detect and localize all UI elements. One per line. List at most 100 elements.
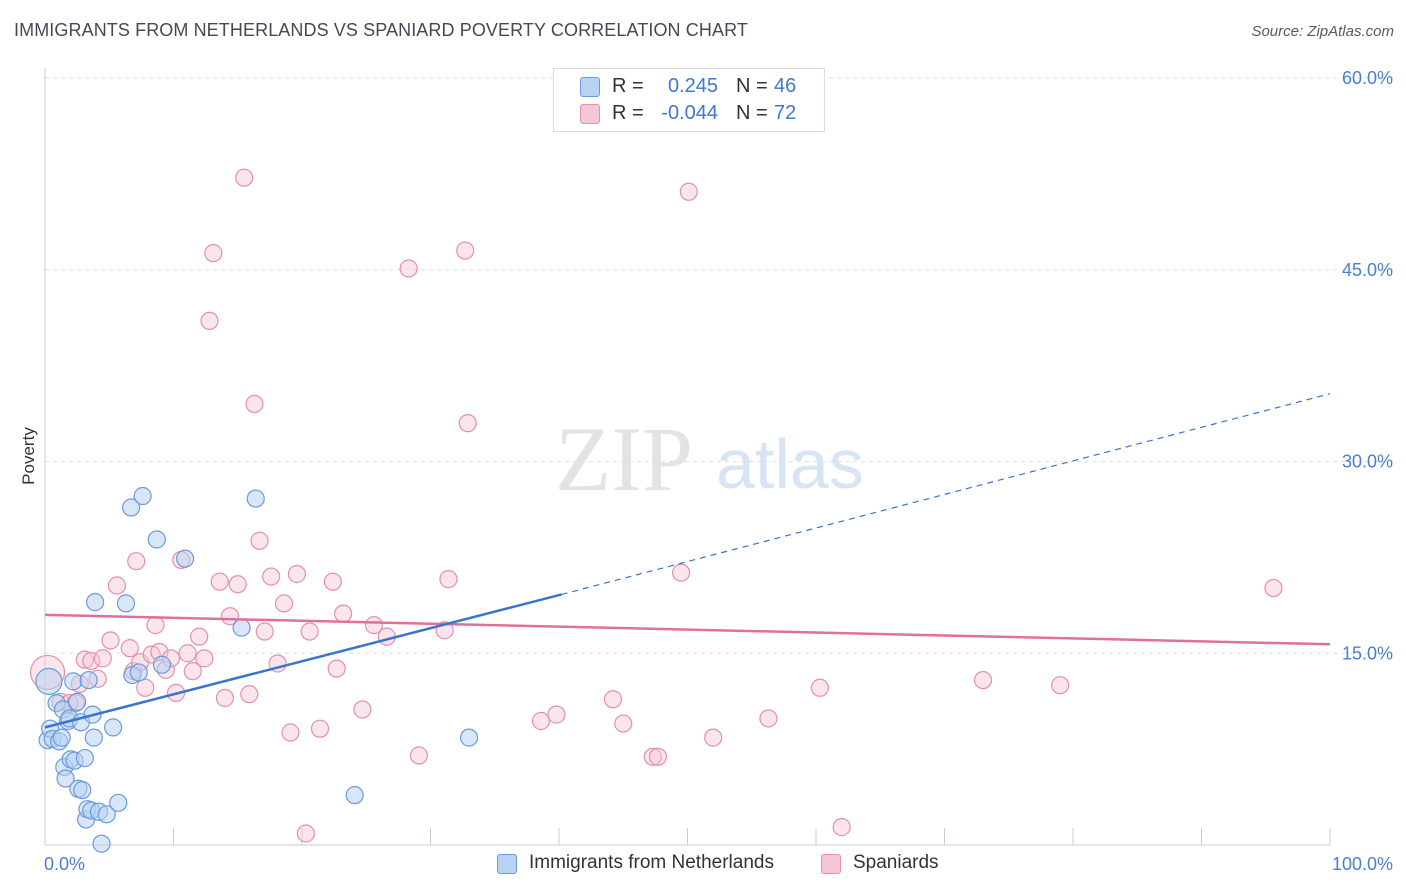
spaniards-point[interactable] <box>614 714 633 733</box>
spaniards-point[interactable] <box>648 747 668 766</box>
spaniards-point[interactable] <box>603 690 623 709</box>
spaniards-point[interactable] <box>671 563 691 582</box>
spaniards-point[interactable] <box>93 649 112 668</box>
netherlands-point[interactable] <box>116 594 136 613</box>
spaniards-point[interactable] <box>245 394 264 414</box>
legend-row-spaniards: R = -0.044 N = 72 <box>554 100 824 127</box>
source-credit: Source: ZipAtlas.com <box>1251 23 1394 40</box>
r-value: -0.044 <box>661 102 718 124</box>
spaniards-point[interactable] <box>704 728 723 747</box>
netherlands-point[interactable] <box>109 793 128 812</box>
netherlands-point[interactable] <box>175 549 195 568</box>
spaniards-point[interactable] <box>310 719 330 738</box>
spaniards-point[interactable] <box>101 631 120 650</box>
spaniards-point[interactable] <box>190 627 209 646</box>
spaniards-point[interactable] <box>323 572 342 591</box>
spaniards-point[interactable] <box>643 747 662 766</box>
spaniards-point[interactable] <box>136 678 155 697</box>
netherlands-point[interactable] <box>104 718 123 737</box>
watermark: ZIP atlas <box>555 408 864 510</box>
spaniards-point[interactable] <box>195 649 214 668</box>
netherlands-point[interactable] <box>459 728 479 747</box>
spaniards-point[interactable] <box>759 709 778 728</box>
spaniards-point[interactable] <box>973 670 993 690</box>
spaniards-point[interactable] <box>327 659 346 678</box>
netherlands-point[interactable] <box>246 489 265 508</box>
spaniards-point[interactable] <box>458 414 477 433</box>
spaniards-point[interactable] <box>120 639 139 658</box>
netherlands-point[interactable] <box>152 655 172 674</box>
spaniards-point[interactable] <box>832 818 851 837</box>
spaniards-point[interactable] <box>364 616 384 635</box>
spaniards-point[interactable] <box>250 531 269 550</box>
spaniards-point[interactable] <box>82 651 101 671</box>
netherlands-point[interactable] <box>92 834 111 853</box>
spaniards-point[interactable] <box>228 575 247 594</box>
spaniards-point[interactable] <box>399 259 418 278</box>
spaniards-point[interactable] <box>439 570 458 589</box>
tick-labels: 15.0% 30.0% 45.0% 60.0% 0.0% 100.0% <box>44 68 1393 874</box>
y-axis-label: Poverty <box>19 427 38 485</box>
spaniards-point[interactable] <box>531 711 551 731</box>
netherlands-point[interactable] <box>73 780 92 800</box>
correlation-legend: R = 0.245 N = 46 R = -0.044 N = 72 <box>553 68 825 132</box>
legend-row-netherlands: R = 0.245 N = 46 <box>554 73 824 100</box>
netherlands-point[interactable] <box>68 692 87 711</box>
spaniards-point[interactable] <box>204 244 223 263</box>
spaniards-point[interactable] <box>274 594 294 613</box>
spaniards-point[interactable] <box>210 572 229 591</box>
netherlands-point[interactable] <box>147 530 166 549</box>
netherlands-point[interactable] <box>129 663 148 682</box>
spaniards-point[interactable] <box>235 168 254 187</box>
spaniards-point[interactable] <box>281 723 300 742</box>
spaniards-point[interactable] <box>810 678 829 697</box>
blue-swatch-icon <box>580 77 600 97</box>
spaniards-point[interactable] <box>178 644 197 663</box>
spaniards-point[interactable] <box>547 705 566 724</box>
spaniards-point[interactable] <box>262 567 281 586</box>
netherlands-point[interactable] <box>35 667 63 695</box>
spaniards-point[interactable] <box>1051 676 1070 695</box>
netherlands-point[interactable] <box>232 618 251 637</box>
netherlands-point[interactable] <box>86 593 105 612</box>
blue-swatch-icon <box>497 854 517 874</box>
netherlands-point[interactable] <box>56 769 75 788</box>
spaniards-point[interactable] <box>107 576 127 595</box>
spaniards-points <box>29 168 1283 843</box>
netherlands-point[interactable] <box>79 670 98 690</box>
spaniards-point[interactable] <box>200 311 219 330</box>
netherlands-point[interactable] <box>52 728 71 747</box>
netherlands-point[interactable] <box>97 805 116 824</box>
pink-swatch-icon <box>580 104 600 124</box>
spaniards-point[interactable] <box>146 616 165 635</box>
netherlands-points <box>35 486 479 853</box>
netherlands-point[interactable] <box>84 728 103 747</box>
spaniards-point[interactable] <box>215 688 234 708</box>
spaniards-point[interactable] <box>353 700 372 719</box>
netherlands-point[interactable] <box>345 786 364 805</box>
spaniards-point[interactable] <box>456 241 475 260</box>
spaniards-point[interactable] <box>679 182 698 201</box>
spaniards-point[interactable] <box>1264 578 1283 598</box>
chart-title: IMMIGRANTS FROM NETHERLANDS VS SPANIARD … <box>14 20 748 40</box>
netherlands-point[interactable] <box>133 486 152 506</box>
x-tick-label: 100.0% <box>1332 854 1393 874</box>
spaniards-point[interactable] <box>300 622 319 641</box>
netherlands-point[interactable] <box>75 748 94 768</box>
spaniards-point[interactable] <box>127 552 146 571</box>
netherlands-point[interactable] <box>64 672 83 691</box>
spaniards-point[interactable] <box>409 746 429 765</box>
spaniards-point[interactable] <box>75 650 94 669</box>
spaniards-point[interactable] <box>240 685 259 704</box>
spaniards-point[interactable] <box>255 622 274 641</box>
series-legend: Immigrants from Netherlands Spaniards <box>0 851 1406 879</box>
netherlands-point[interactable] <box>121 498 141 517</box>
n-value: 46 <box>774 75 797 97</box>
spaniards-point[interactable] <box>334 604 353 623</box>
r-label: R = <box>612 75 644 97</box>
spaniards-point[interactable] <box>287 564 306 584</box>
r-label: R = <box>612 102 644 124</box>
spaniards-point[interactable] <box>296 824 315 843</box>
spaniards-point[interactable] <box>183 662 202 681</box>
